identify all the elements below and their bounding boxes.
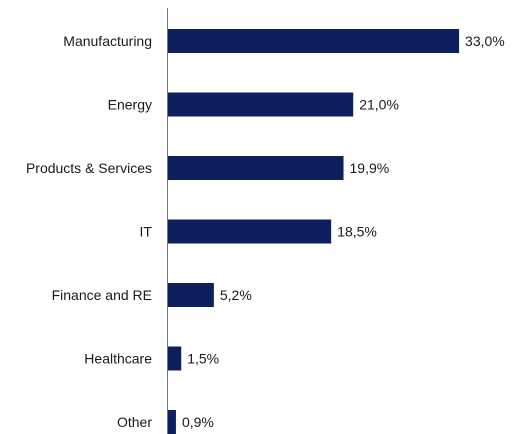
bars-group — [168, 29, 460, 434]
category-label-energy: Energy — [108, 97, 152, 113]
value-label-manufacturing: 33,0% — [465, 33, 505, 49]
value-label-products-services: 19,9% — [350, 160, 390, 176]
bar-finance-and-re — [168, 283, 214, 307]
category-label-products-services: Products & Services — [26, 160, 152, 176]
category-label-healthcare: Healthcare — [84, 351, 152, 367]
value-label-it: 18,5% — [337, 224, 377, 240]
value-label-finance-and-re: 5,2% — [220, 287, 252, 303]
value-labels-group: 33,0% 21,0% 19,9% 18,5% 5,2% 1,5% 0,9% — [182, 33, 505, 430]
bar-other — [168, 410, 176, 434]
category-label-it: IT — [140, 224, 153, 240]
category-label-manufacturing: Manufacturing — [63, 33, 152, 49]
category-label-other: Other — [117, 414, 152, 430]
value-label-energy: 21,0% — [359, 97, 399, 113]
bar-energy — [168, 92, 354, 117]
value-label-other: 0,9% — [182, 414, 214, 430]
category-labels-group: Manufacturing Energy Products & Services IT… — [26, 33, 152, 430]
bar-manufacturing — [168, 29, 460, 53]
bar-it — [168, 219, 332, 244]
value-label-healthcare: 1,5% — [187, 351, 219, 367]
bar-healthcare — [168, 346, 182, 371]
bar-products-services — [168, 156, 344, 180]
category-label-finance-and-re: Finance and RE — [52, 287, 152, 303]
